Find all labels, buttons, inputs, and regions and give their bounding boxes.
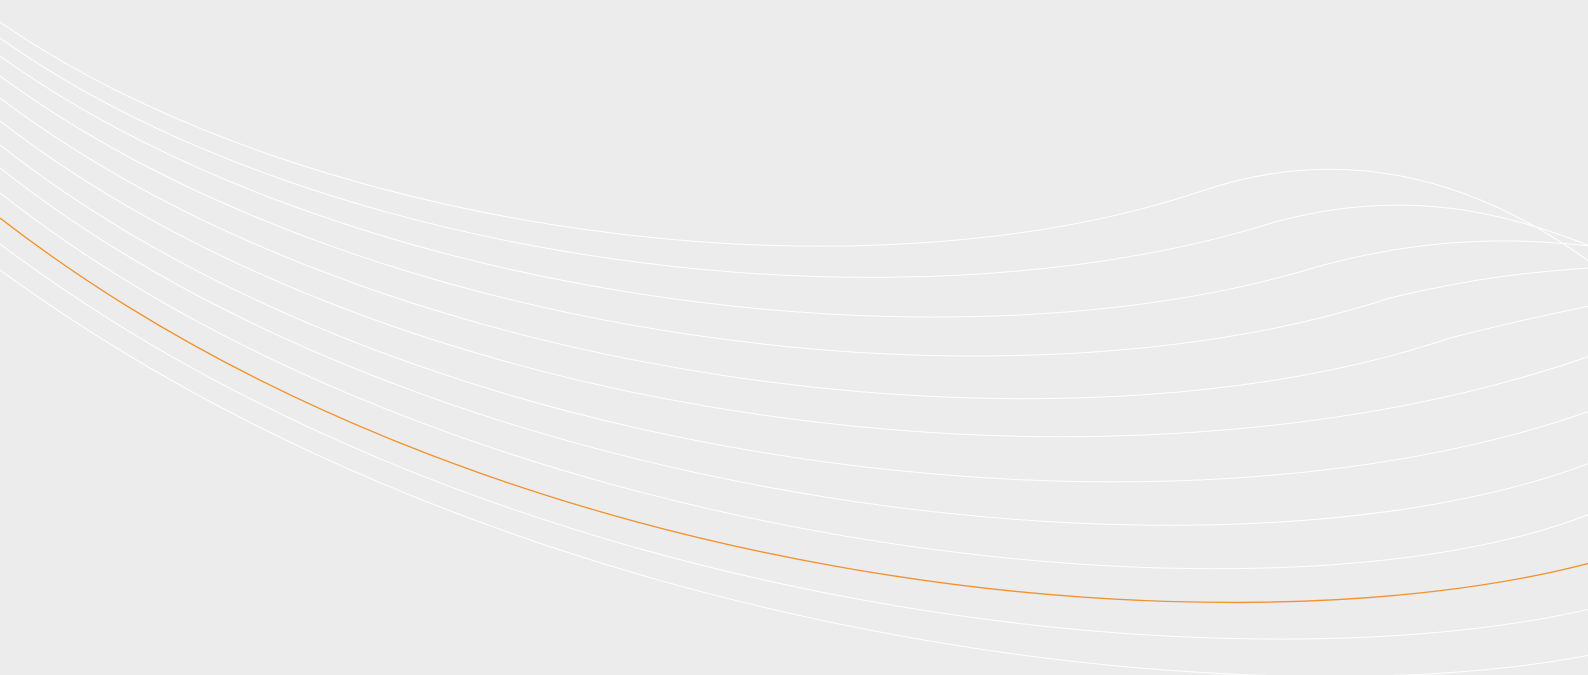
background-curve-2 (0, 37, 1588, 278)
background-curve-5 (0, 97, 1588, 400)
background-curve-8 (0, 167, 1588, 526)
background-curve-3 (0, 55, 1588, 318)
background-curve-10 (0, 243, 1588, 640)
background-curve-6 (0, 120, 1588, 438)
background-curve-4 (0, 75, 1588, 357)
background-curve-9 (0, 192, 1588, 570)
background-curve-7 (0, 144, 1588, 483)
background-curve-1 (0, 21, 1588, 262)
background-curve-accent (0, 217, 1588, 604)
